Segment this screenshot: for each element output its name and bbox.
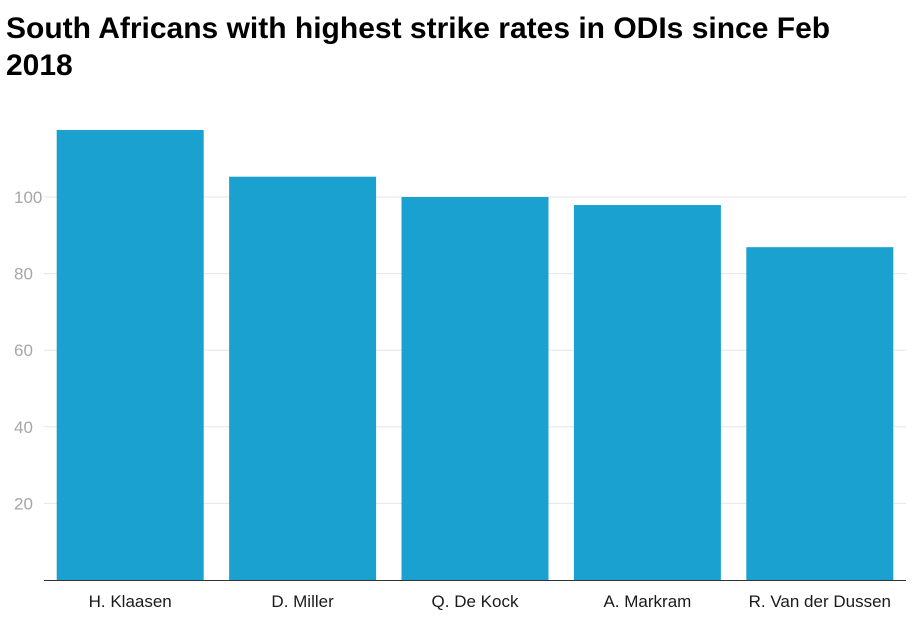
bar [402, 197, 549, 580]
chart-container: South Africans with highest strike rates… [0, 0, 916, 635]
x-tick-label: D. Miller [271, 592, 334, 611]
x-tick-label: R. Van der Dussen [749, 592, 891, 611]
bar-chart-plot: 20 40 60 80 100 H. Klaasen D. Miller Q. De Kock… [0, 0, 916, 635]
y-tick-label: 20 [14, 494, 33, 513]
x-tick-label: A. Markram [603, 592, 691, 611]
y-tick-label: 40 [14, 418, 33, 437]
x-tick-label: Q. De Kock [432, 592, 519, 611]
y-tick-label: 60 [14, 341, 33, 360]
bar [574, 205, 721, 580]
x-tick-label: H. Klaasen [89, 592, 172, 611]
y-tick-label: 80 [14, 265, 33, 284]
bar [229, 177, 376, 580]
y-tick-label: 100 [14, 188, 42, 207]
bar [746, 247, 893, 580]
bar [57, 130, 204, 580]
